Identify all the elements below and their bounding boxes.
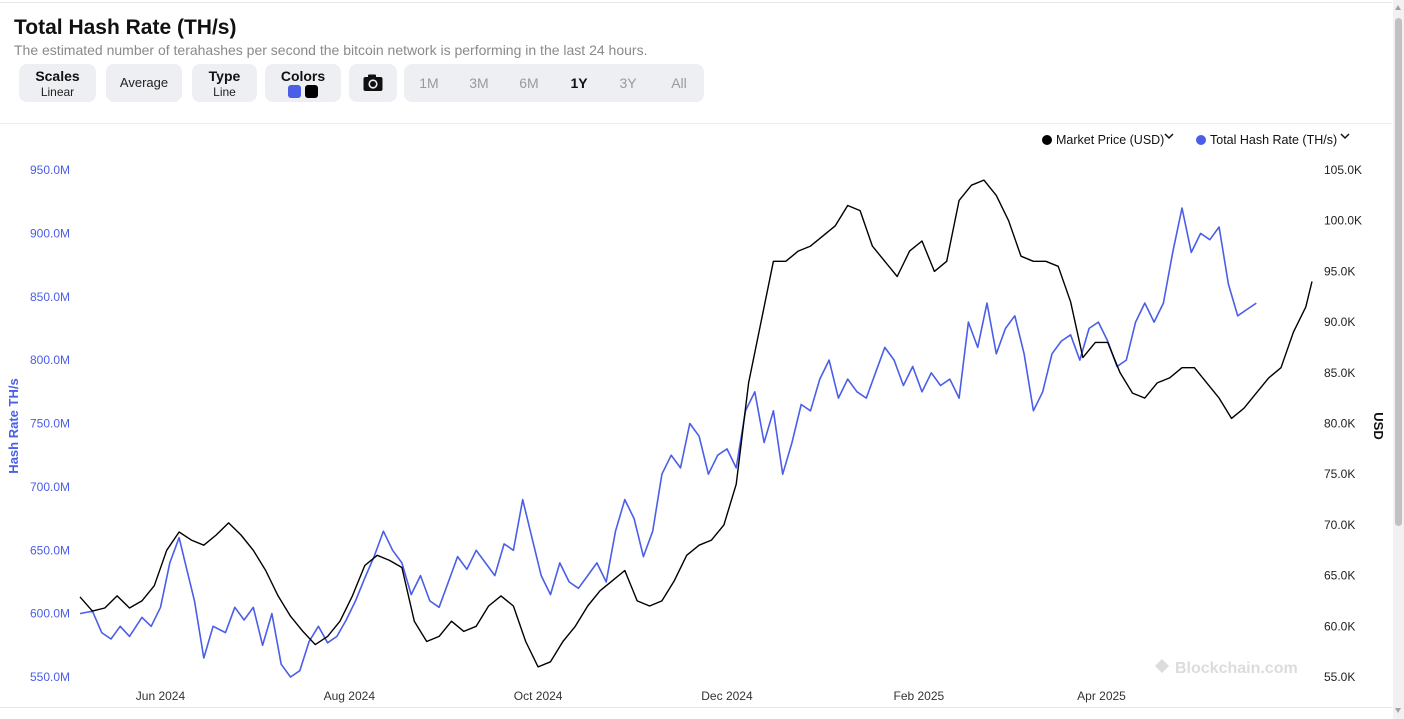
left-tick-label: 800.0M bbox=[30, 353, 70, 367]
screenshot-button[interactable] bbox=[349, 64, 397, 102]
right-tick-label: 75.0K bbox=[1324, 467, 1355, 481]
right-tick-label: 90.0K bbox=[1324, 315, 1355, 329]
scroll-down-icon[interactable] bbox=[1395, 708, 1401, 713]
left-tick-label: 700.0M bbox=[30, 480, 70, 494]
type-label: Type bbox=[208, 68, 241, 84]
scales-label: Scales bbox=[35, 68, 80, 84]
right-tick-label: 70.0K bbox=[1324, 518, 1355, 532]
right-tick-label: 80.0K bbox=[1324, 417, 1355, 431]
blockchain-logo-icon bbox=[1155, 659, 1169, 673]
scales-value: Linear bbox=[40, 85, 75, 99]
left-axis-ticks: 550.0M 600.0M 650.0M 700.0M 750.0M 800.0M 850.… bbox=[30, 163, 70, 684]
left-tick-label: 600.0M bbox=[30, 607, 70, 621]
x-tick-label: Oct 2024 bbox=[514, 689, 563, 703]
x-axis-ticks: Jun 2024 Aug 2024 Oct 2024 Dec 2024 Feb 2025… bbox=[136, 689, 1126, 703]
right-axis-ticks: 55.0K 60.0K 65.0K 70.0K 75.0K 80.0K 85.0K 90.0K… bbox=[1324, 163, 1362, 684]
legend-price-dot bbox=[1042, 135, 1052, 145]
right-tick-label: 95.0K bbox=[1324, 264, 1355, 278]
x-tick-label: Aug 2024 bbox=[324, 689, 376, 703]
colors-label: Colors bbox=[280, 68, 326, 84]
top-border bbox=[0, 2, 1392, 3]
range-1y-button[interactable]: 1Y bbox=[570, 75, 588, 91]
average-label: Average bbox=[119, 75, 169, 90]
bottom-border bbox=[0, 707, 1392, 708]
x-tick-label: Apr 2025 bbox=[1077, 689, 1126, 703]
chevron-down-icon bbox=[1340, 133, 1350, 140]
price-line bbox=[79, 179, 1313, 668]
series-lines bbox=[79, 179, 1313, 678]
right-axis-label: USD bbox=[1371, 412, 1386, 439]
range-1m-button[interactable]: 1M bbox=[419, 75, 439, 91]
right-tick-label: 105.0K bbox=[1324, 163, 1362, 177]
legend-item-hashrate[interactable]: Total Hash Rate (TH/s) bbox=[1196, 133, 1350, 147]
x-tick-label: Dec 2024 bbox=[701, 689, 753, 703]
right-tick-label: 65.0K bbox=[1324, 569, 1355, 583]
chevron-down-icon bbox=[1164, 133, 1174, 140]
right-tick-label: 55.0K bbox=[1324, 670, 1355, 684]
range-all-button[interactable]: All bbox=[671, 75, 687, 91]
left-tick-label: 650.0M bbox=[30, 543, 70, 557]
page-subtitle: The estimated number of terahashes per s… bbox=[14, 42, 648, 58]
hashrate-color-swatch[interactable] bbox=[288, 85, 301, 98]
range-3y-button[interactable]: 3Y bbox=[619, 75, 637, 91]
colors-button[interactable]: Colors bbox=[265, 64, 341, 102]
left-tick-label: 750.0M bbox=[30, 417, 70, 431]
watermark-text: Blockchain.com bbox=[1175, 660, 1298, 677]
legend-item-price[interactable]: Market Price (USD) bbox=[1042, 133, 1174, 147]
right-tick-label: 60.0K bbox=[1324, 619, 1355, 633]
x-tick-label: Jun 2024 bbox=[136, 689, 186, 703]
scroll-up-icon[interactable] bbox=[1395, 5, 1401, 10]
x-tick-label: Feb 2025 bbox=[894, 689, 945, 703]
camera-icon bbox=[363, 74, 383, 91]
legend-price-label: Market Price (USD) bbox=[1056, 133, 1164, 147]
legend-hashrate-label: Total Hash Rate (TH/s) bbox=[1210, 133, 1337, 147]
range-3m-button[interactable]: 3M bbox=[469, 75, 489, 91]
type-button[interactable]: Type Line bbox=[192, 64, 257, 102]
scrollbar-thumb[interactable] bbox=[1395, 18, 1402, 526]
type-value: Line bbox=[213, 85, 236, 99]
price-color-swatch[interactable] bbox=[305, 85, 318, 98]
page-title: Total Hash Rate (TH/s) bbox=[14, 16, 237, 39]
left-tick-label: 900.0M bbox=[30, 226, 70, 240]
right-tick-label: 85.0K bbox=[1324, 366, 1355, 380]
left-tick-label: 550.0M bbox=[30, 670, 70, 684]
left-axis-label: Hash Rate TH/s bbox=[6, 378, 21, 473]
watermark: Blockchain.com bbox=[1155, 659, 1298, 677]
average-button[interactable]: Average bbox=[106, 64, 182, 102]
page-scrollbar[interactable] bbox=[1393, 0, 1404, 719]
range-6m-button[interactable]: 6M bbox=[519, 75, 539, 91]
left-tick-label: 850.0M bbox=[30, 290, 70, 304]
header-divider bbox=[0, 123, 1392, 124]
range-selector: 1M 3M 6M 1Y 3Y All bbox=[404, 64, 704, 102]
scales-button[interactable]: Scales Linear bbox=[19, 64, 96, 102]
legend: Market Price (USD) Total Hash Rate (TH/s… bbox=[1042, 133, 1350, 147]
hashrate-chart: 550.0M 600.0M 650.0M 700.0M 750.0M 800.0M 850.… bbox=[6, 133, 1386, 703]
right-tick-label: 100.0K bbox=[1324, 214, 1362, 228]
left-tick-label: 950.0M bbox=[30, 163, 70, 177]
hashrate-line bbox=[79, 207, 1257, 678]
legend-hashrate-dot bbox=[1196, 135, 1206, 145]
